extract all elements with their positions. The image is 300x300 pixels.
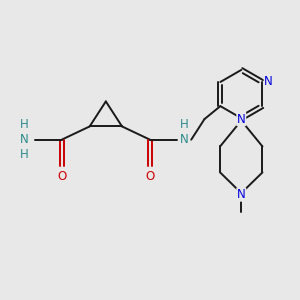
Text: N: N bbox=[237, 112, 246, 126]
Text: O: O bbox=[146, 170, 154, 183]
Text: H: H bbox=[179, 118, 188, 131]
Text: N: N bbox=[237, 188, 246, 201]
Text: N: N bbox=[20, 133, 28, 146]
Text: H: H bbox=[20, 148, 28, 161]
Text: O: O bbox=[57, 170, 66, 183]
Text: H: H bbox=[20, 118, 28, 131]
Text: N: N bbox=[264, 76, 273, 88]
Text: N: N bbox=[179, 133, 188, 146]
